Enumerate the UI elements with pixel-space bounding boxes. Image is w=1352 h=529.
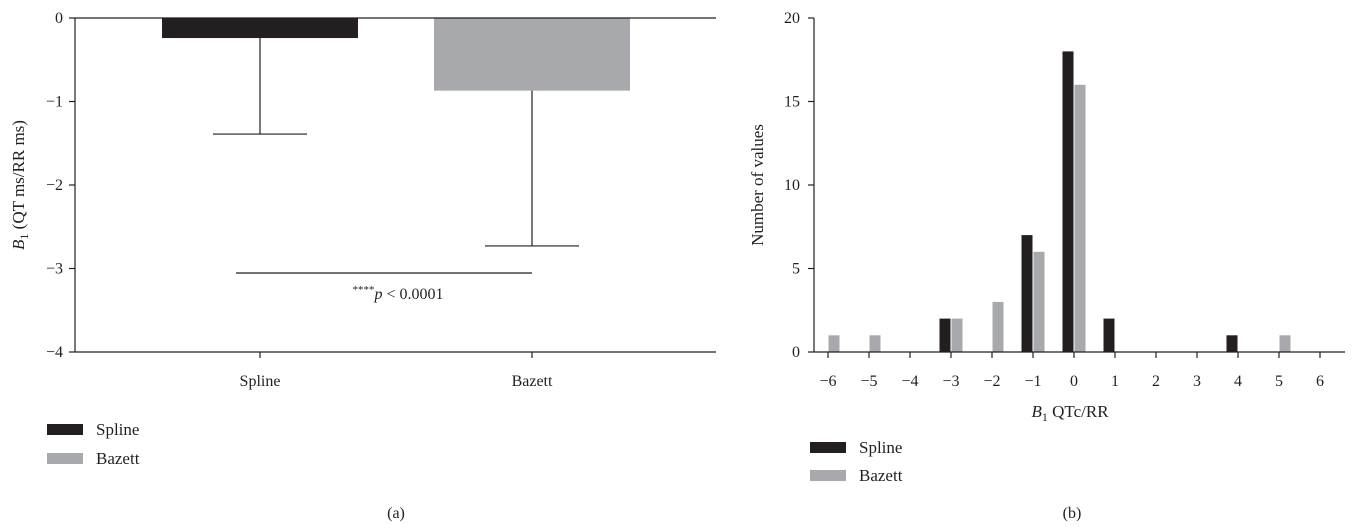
panel-b-y-ticks: 0 5 10 15 20	[784, 10, 814, 361]
y-tick-label: −3	[46, 261, 63, 278]
x-tick-label: −6	[819, 373, 836, 390]
x-tick-label: 4	[1234, 373, 1242, 390]
x-tick-label: 2	[1152, 373, 1160, 390]
y-tick-label: 15	[784, 94, 800, 111]
x-tick-label: Spline	[240, 373, 281, 390]
y-tick-label: 20	[784, 10, 800, 27]
hist-bar-bazett	[828, 335, 840, 352]
hist-bar-bazett	[951, 318, 963, 352]
x-tick-label: −3	[942, 373, 959, 390]
panel-b: 0 5 10 15 20 −6 −5 −4 −3 −2 −1 0 1 2 3 4 5 6 B1 QTc/RR N…	[748, 10, 1345, 522]
y-tick-label: −2	[46, 177, 63, 194]
panel-b-caption: (b)	[1063, 505, 1082, 522]
y-tick-label: 10	[784, 177, 800, 194]
y-tick-label: 0	[55, 10, 63, 27]
hist-bar-spline	[1226, 335, 1238, 352]
hist-bar-spline	[1103, 318, 1115, 352]
panel-a-y-axis-title: B1 (QT ms/RR ms)	[9, 120, 31, 250]
panel-b-bars	[828, 51, 1291, 353]
panel-b-x-ticks: −6 −5 −4 −3 −2 −1 0 1 2 3 4 5 6	[819, 352, 1324, 390]
x-tick-label: −1	[1024, 373, 1041, 390]
significance-p: p	[373, 286, 382, 303]
bar-bazett	[434, 18, 630, 91]
x-tick-label: 6	[1316, 373, 1324, 390]
panel-a-error-bars	[213, 38, 579, 247]
legend-b-spline-swatch	[810, 442, 846, 453]
bar-spline	[162, 18, 358, 39]
y-tick-label: 5	[792, 261, 800, 278]
x-tick-label: −4	[901, 373, 918, 390]
legend-b-bazett-label: Bazett	[859, 466, 903, 485]
x-tick-label: Bazett	[512, 373, 553, 390]
hist-bar-bazett	[1074, 84, 1086, 353]
hist-bar-spline	[1021, 235, 1033, 352]
legend-a-spline-label: Spline	[96, 420, 139, 439]
x-tick-label: 1	[1111, 373, 1119, 390]
hist-bar-bazett	[1033, 251, 1045, 352]
legend-b-spline-label: Spline	[859, 438, 902, 457]
hist-bar-bazett	[1279, 335, 1291, 352]
hist-bar-bazett	[992, 301, 1004, 352]
x-tick-label: 5	[1275, 373, 1283, 390]
panel-a-x-ticks: Spline Bazett	[240, 352, 553, 390]
significance-label: ****p < 0.0001	[352, 284, 443, 303]
panel-a-y-ticks: 0 −1 −2 −3 −4	[46, 10, 75, 361]
y-tick-label: −4	[46, 344, 63, 361]
legend-a-bazett-label: Bazett	[96, 449, 140, 468]
x-tick-label: 0	[1070, 373, 1078, 390]
panel-a-caption: (a)	[387, 505, 405, 522]
legend-a-spline-swatch	[47, 424, 83, 435]
x-tick-label: −5	[860, 373, 877, 390]
panel-a-bars	[162, 18, 630, 91]
panel-b-y-axis-title: Number of values	[748, 124, 767, 246]
hist-bar-spline	[939, 318, 951, 352]
hist-bar-bazett	[869, 335, 881, 352]
panel-b-x-axis-title: B1 QTc/RR	[1031, 402, 1109, 424]
panel-a: 0 −1 −2 −3 −4 Spline Bazett ****p < 0.0001 B1…	[9, 10, 716, 522]
y-tick-label: 0	[792, 344, 800, 361]
significance-text: < 0.0001	[382, 286, 443, 303]
hist-bar-spline	[1062, 51, 1074, 353]
x-tick-label: 3	[1193, 373, 1201, 390]
x-tick-label: −2	[983, 373, 1000, 390]
legend-b-bazett-swatch	[810, 470, 846, 481]
significance-stars: ****	[352, 284, 374, 296]
legend-a-bazett-swatch	[47, 453, 83, 464]
y-tick-label: −1	[46, 94, 63, 111]
